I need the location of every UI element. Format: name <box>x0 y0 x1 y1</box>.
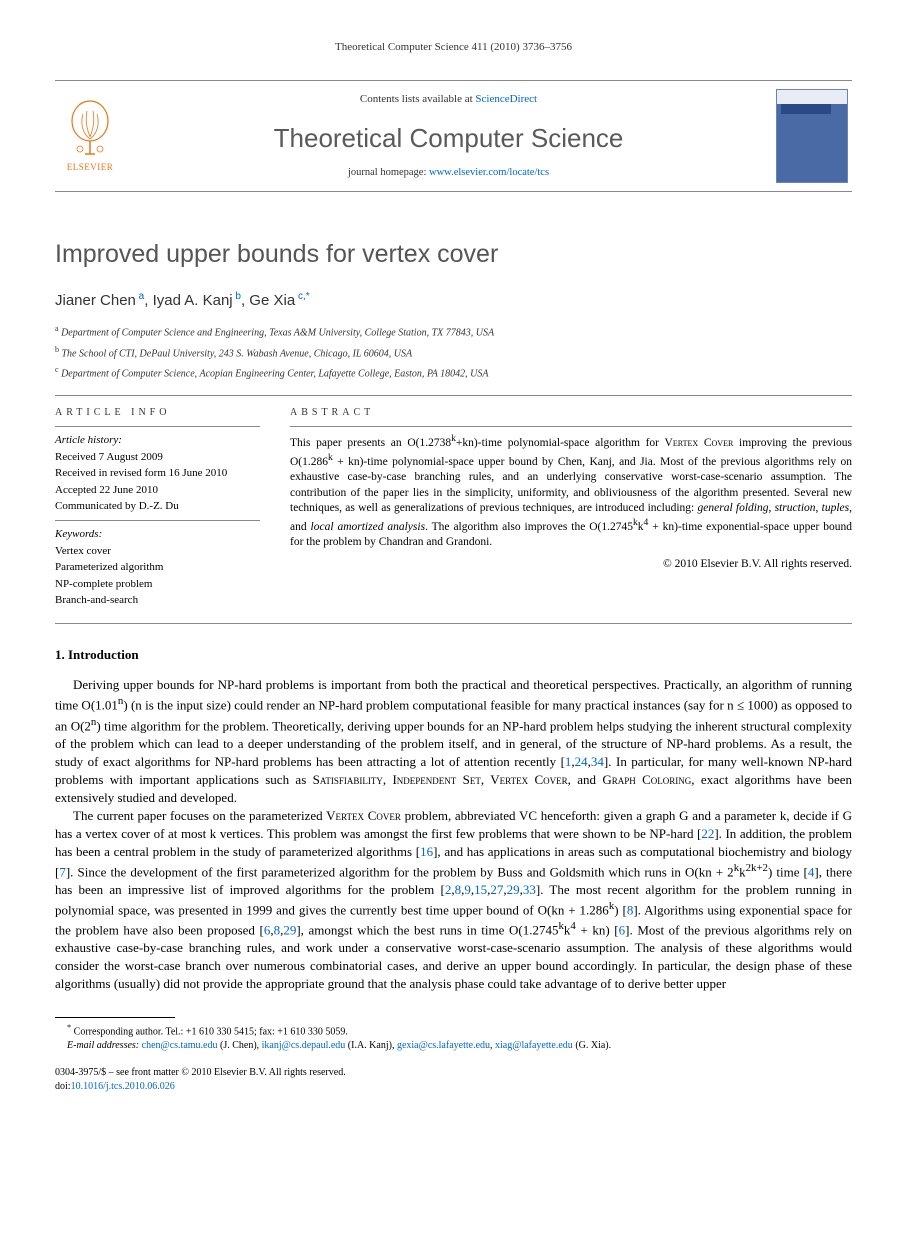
divider-top <box>55 395 852 396</box>
footnote-rule <box>55 1017 175 1018</box>
affiliation-a-text: Department of Computer Science and Engin… <box>61 328 494 339</box>
affiliation-b: b The School of CTI, DePaul University, … <box>55 344 852 361</box>
intro-paragraph-2: The current paper focuses on the paramet… <box>55 807 852 993</box>
emails-label: E-mail addresses: <box>67 1040 139 1051</box>
sciencedirect-link[interactable]: ScienceDirect <box>475 93 537 105</box>
intro-paragraph-1: Deriving upper bounds for NP-hard proble… <box>55 676 852 806</box>
emails-footnote: E-mail addresses: chen@cs.tamu.edu (J. C… <box>55 1039 852 1053</box>
corresponding-text: Corresponding author. Tel.: +1 610 330 5… <box>74 1026 348 1037</box>
publisher-logo: ELSEVIER <box>55 81 125 191</box>
homepage-line: journal homepage: www.elsevier.com/locat… <box>125 166 772 181</box>
page-container: Theoretical Computer Science 411 (2010) … <box>0 0 907 1123</box>
publisher-name: ELSEVIER <box>67 161 114 174</box>
doi-line: doi:10.1016/j.tcs.2010.06.026 <box>55 1080 852 1094</box>
authors-line: Jianer Chen a, Iyad A. Kanj b, Ge Xia c,… <box>55 290 852 311</box>
article-history-head: Article history: <box>55 433 260 448</box>
abstract-rule <box>290 426 852 427</box>
abstract-column: ABSTRACT This paper presents an O(1.2738… <box>290 406 852 609</box>
homepage-prefix: journal homepage: <box>348 167 429 178</box>
revised-line: Received in revised form 16 June 2010 <box>55 466 260 481</box>
email-3[interactable]: gexia@cs.lafayette.edu <box>397 1040 490 1051</box>
keyword-1: Vertex cover <box>55 544 260 559</box>
banner-center: Contents lists available at ScienceDirec… <box>125 81 772 191</box>
affiliation-c: c Department of Computer Science, Acopia… <box>55 364 852 381</box>
communicated-line: Communicated by D.-Z. Du <box>55 499 260 514</box>
homepage-link[interactable]: www.elsevier.com/locate/tcs <box>429 167 549 178</box>
journal-banner: ELSEVIER Contents lists available at Sci… <box>55 80 852 192</box>
corresponding-footnote: * Corresponding author. Tel.: +1 610 330… <box>55 1022 852 1039</box>
copyright-line: © 2010 Elsevier B.V. All rights reserved… <box>290 556 852 572</box>
affiliation-a: a Department of Computer Science and Eng… <box>55 323 852 340</box>
article-info-label: ARTICLE INFO <box>55 406 260 420</box>
article-title: Improved upper bounds for vertex cover <box>55 237 852 272</box>
email-4[interactable]: xiag@lafayette.edu <box>495 1040 573 1051</box>
journal-cover-thumb <box>772 81 852 191</box>
affiliation-b-text: The School of CTI, DePaul University, 24… <box>62 348 413 359</box>
email-2[interactable]: ikanj@cs.depaul.edu <box>262 1040 346 1051</box>
contents-available-line: Contents lists available at ScienceDirec… <box>125 92 772 107</box>
cover-image-icon <box>776 89 848 183</box>
accepted-line: Accepted 22 June 2010 <box>55 483 260 498</box>
abstract-label: ABSTRACT <box>290 406 852 420</box>
info-abstract-row: ARTICLE INFO Article history: Received 7… <box>55 406 852 609</box>
keyword-4: Branch-and-search <box>55 593 260 608</box>
footer-block: 0304-3975/$ – see front matter © 2010 El… <box>55 1066 852 1093</box>
keyword-3: NP-complete problem <box>55 577 260 592</box>
section-1-heading: 1. Introduction <box>55 646 852 664</box>
running-head: Theoretical Computer Science 411 (2010) … <box>55 40 852 55</box>
article-info-column: ARTICLE INFO Article history: Received 7… <box>55 406 260 609</box>
email-4-who: (G. Xia). <box>573 1040 611 1051</box>
journal-name: Theoretical Computer Science <box>125 120 772 156</box>
doi-label: doi: <box>55 1081 71 1092</box>
received-line: Received 7 August 2009 <box>55 450 260 465</box>
elsevier-tree-icon <box>65 99 115 159</box>
email-1[interactable]: chen@cs.tamu.edu <box>142 1040 218 1051</box>
divider-bottom <box>55 623 852 624</box>
email-2-who: (I.A. Kanj), <box>345 1040 397 1051</box>
doi-link[interactable]: 10.1016/j.tcs.2010.06.026 <box>71 1081 175 1092</box>
issn-line: 0304-3975/$ – see front matter © 2010 El… <box>55 1066 852 1080</box>
contents-prefix: Contents lists available at <box>360 93 475 105</box>
keyword-2: Parameterized algorithm <box>55 560 260 575</box>
abstract-text: This paper presents an O(1.2738k+kn)-tim… <box>290 433 852 550</box>
email-1-who: (J. Chen), <box>217 1040 261 1051</box>
info-rule-2 <box>55 520 260 521</box>
keywords-head: Keywords: <box>55 527 260 542</box>
info-rule-1 <box>55 426 260 427</box>
affiliation-c-text: Department of Computer Science, Acopian … <box>61 368 488 379</box>
